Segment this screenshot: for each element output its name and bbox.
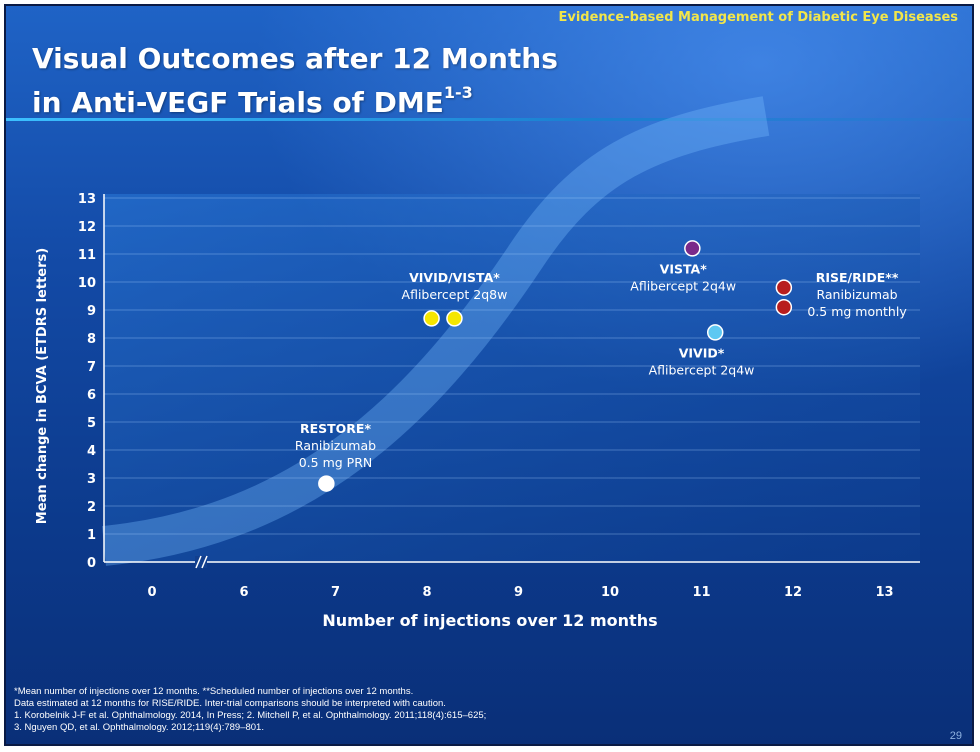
y-tick-label: 11 bbox=[78, 248, 96, 263]
title-divider bbox=[6, 118, 972, 121]
data-point bbox=[775, 298, 793, 316]
grid-layer bbox=[104, 197, 920, 535]
x-tick-label: 8 bbox=[422, 585, 431, 600]
x-tick-label: 0 bbox=[147, 585, 156, 600]
y-tick-label: 8 bbox=[87, 332, 96, 347]
annotation-line: RESTORE* bbox=[300, 421, 371, 436]
plot-area bbox=[104, 194, 920, 562]
page-number: 29 bbox=[949, 730, 962, 742]
footnote-1: *Mean number of injections over 12 month… bbox=[14, 686, 414, 697]
header-banner: Evidence-based Management of Diabetic Ey… bbox=[558, 10, 958, 25]
data-annotation: VISTA* Aflibercept 2q4w bbox=[630, 262, 736, 294]
decorative-swoosh bbox=[102, 96, 770, 566]
data-annotation: RISE/RIDE** Ranibizumab 0.5 mg monthly bbox=[807, 270, 907, 319]
y-tick-label: 4 bbox=[87, 444, 96, 459]
x-tick-label: 6 bbox=[239, 585, 248, 600]
y-tick-label: 2 bbox=[87, 500, 96, 515]
footnote-4: 3. Nguyen QD, et al. Ophthalmology. 2012… bbox=[14, 722, 264, 733]
title-line-2-text: in Anti-VEGF Trials of DME bbox=[32, 86, 444, 119]
annotation-line: Aflibercept 2q8w bbox=[402, 287, 508, 302]
annotation-line: RISE/RIDE** bbox=[816, 270, 899, 285]
data-annotation: VIVID/VISTA* Aflibercept 2q8w bbox=[402, 270, 508, 302]
annotation-line: Aflibercept 2q4w bbox=[630, 279, 736, 294]
annotation-line: VISTA* bbox=[660, 262, 708, 277]
y-tick-label: 10 bbox=[78, 276, 96, 291]
annotation-layer: RESTORE* Ranibizumab 0.5 mg PRN VIVID/VISTA… bbox=[295, 262, 907, 471]
data-point bbox=[423, 310, 440, 327]
y-tick-label: 13 bbox=[78, 192, 96, 207]
footnotes: *Mean number of injections over 12 month… bbox=[14, 686, 486, 734]
x-axis-title: Number of injections over 12 months bbox=[322, 611, 657, 630]
y-tick-label: 12 bbox=[78, 220, 96, 235]
x-tick-label: 13 bbox=[875, 585, 893, 600]
point-layer bbox=[318, 240, 793, 492]
data-annotation: VIVID* Aflibercept 2q4w bbox=[649, 346, 755, 378]
data-point bbox=[706, 324, 724, 341]
annotation-line: VIVID* bbox=[679, 346, 725, 361]
x-tick-label: 10 bbox=[601, 585, 619, 600]
y-tick-label: 6 bbox=[87, 388, 96, 403]
y-tick-label: 0 bbox=[87, 556, 96, 571]
data-point bbox=[446, 310, 463, 327]
y-tick-label: 1 bbox=[87, 528, 96, 543]
data-point bbox=[775, 279, 793, 296]
data-point bbox=[684, 240, 701, 257]
y-axis-title: Mean change in BCVA (ETDRS letters) bbox=[35, 248, 50, 524]
annotation-line: Ranibizumab bbox=[816, 287, 897, 302]
slide: Evidence-based Management of Diabetic Ey… bbox=[4, 4, 974, 746]
axis-break-mark bbox=[195, 555, 202, 569]
y-tick-label: 3 bbox=[87, 472, 96, 487]
annotation-line: VIVID/VISTA* bbox=[409, 270, 500, 285]
footnote-2: Data estimated at 12 months for RISE/RID… bbox=[14, 698, 446, 709]
data-point bbox=[318, 475, 335, 492]
annotation-line: Ranibizumab bbox=[295, 438, 376, 453]
axis-break-mark bbox=[201, 555, 208, 569]
annotation-line: Aflibercept 2q4w bbox=[649, 363, 755, 378]
footnote-3: 1. Korobelnik J-F et al. Ophthalmology. … bbox=[14, 710, 487, 721]
title-superscript: 1-3 bbox=[443, 83, 473, 102]
slide-title: Visual Outcomes after 12 Months in Anti-… bbox=[32, 42, 558, 120]
y-tick-label: 7 bbox=[87, 360, 96, 375]
annotation-line: 0.5 mg monthly bbox=[807, 304, 907, 319]
y-tick-label: 9 bbox=[87, 304, 96, 319]
x-tick-label: 7 bbox=[331, 585, 340, 600]
data-annotation: RESTORE* Ranibizumab 0.5 mg PRN bbox=[295, 421, 376, 470]
x-tick-label: 12 bbox=[784, 585, 802, 600]
annotation-line: 0.5 mg PRN bbox=[299, 455, 373, 470]
y-tick-label: 5 bbox=[87, 416, 96, 431]
x-tick-label: 11 bbox=[692, 585, 710, 600]
x-tick-label: 9 bbox=[514, 585, 523, 600]
title-line-1: Visual Outcomes after 12 Months bbox=[32, 42, 558, 75]
title-line-2: in Anti-VEGF Trials of DME1-3 bbox=[32, 76, 558, 120]
